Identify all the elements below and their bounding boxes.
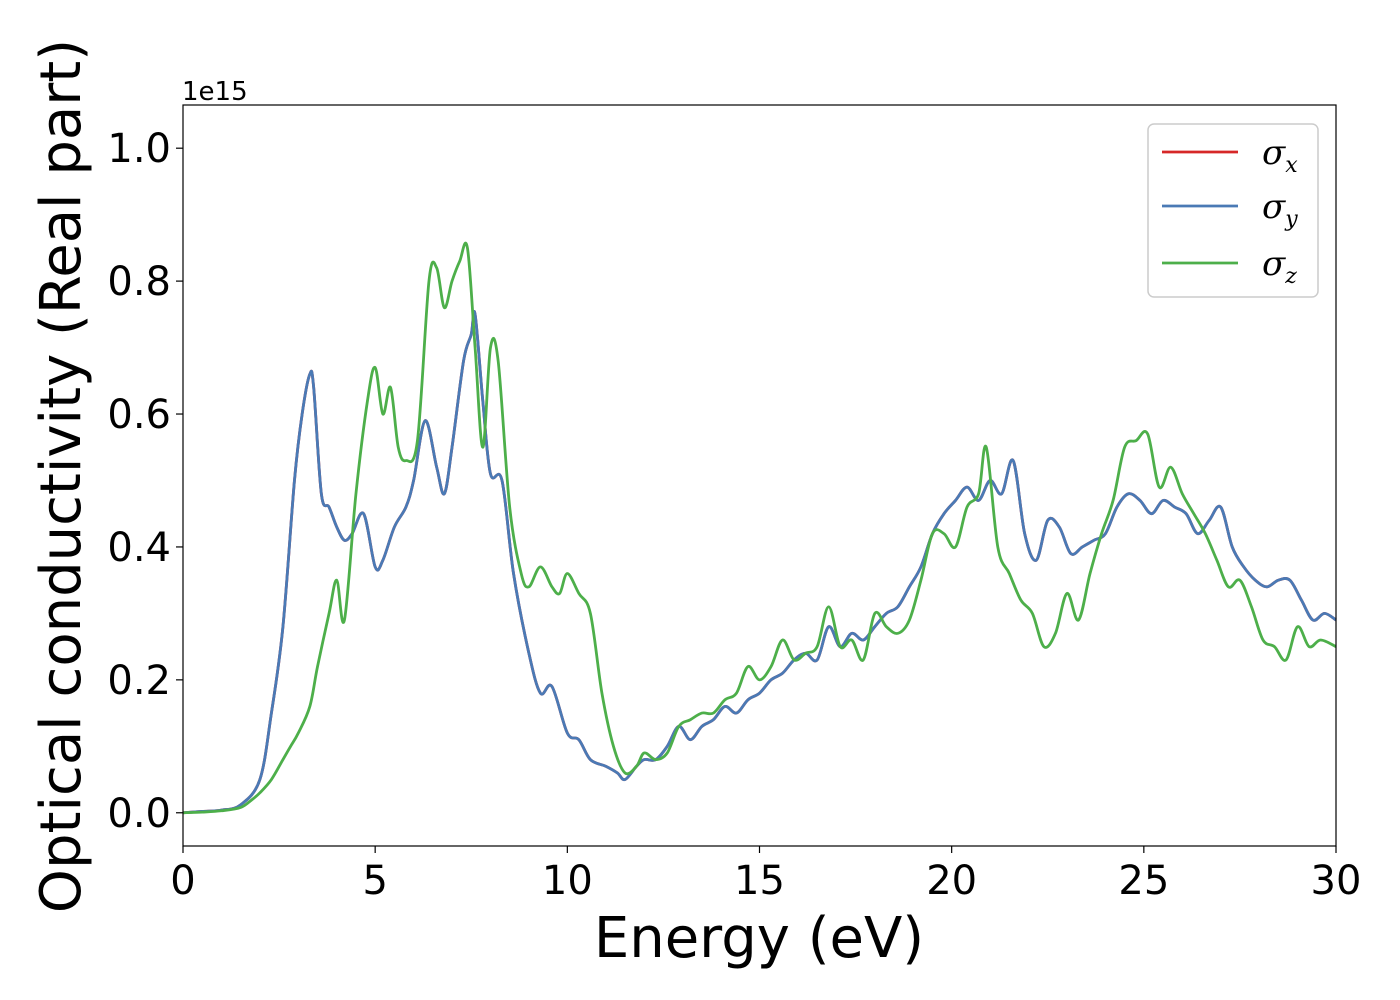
y-axis-ticks: 0.0 0.2 0.4 0.6 0.8 1.0	[107, 126, 183, 837]
y-tick-label: 0.6	[107, 392, 171, 438]
legend-entries: σx σy σz	[1162, 133, 1298, 289]
x-tick-label: 15	[734, 858, 785, 904]
plot-lines	[182, 241, 1337, 815]
x-tick-label: 10	[542, 858, 593, 904]
y-axis-offset-text: 1e15	[182, 77, 248, 107]
legend-label-x: σx	[1262, 133, 1298, 178]
x-tick-label: 30	[1311, 858, 1362, 904]
x-tick-label: 5	[362, 858, 387, 904]
x-tick-label: 25	[1118, 858, 1169, 904]
y-tick-label: 0.0	[107, 791, 171, 837]
series-line-z	[182, 241, 1337, 815]
x-axis-ticks: 0 5 10 15 20 25 30	[170, 846, 1361, 904]
y-tick-label: 0.2	[107, 658, 171, 704]
series-line-y	[182, 310, 1337, 815]
x-tick-label: 0	[170, 858, 195, 904]
y-axis-label: Optical conductivity (Real part)	[29, 39, 94, 913]
y-tick-label: 0.8	[107, 259, 171, 305]
legend-label-y: σy	[1262, 187, 1298, 232]
series-line-x	[182, 310, 1337, 815]
x-tick-label: 20	[926, 858, 977, 904]
legend-frame	[1147, 123, 1319, 298]
y-tick-label: 0.4	[107, 525, 171, 571]
x-axis-label: Energy (eV)	[594, 906, 924, 971]
legend: σx σy σz	[1147, 123, 1319, 298]
legend-label-z: σz	[1262, 244, 1297, 289]
y-tick-label: 1.0	[107, 126, 171, 172]
